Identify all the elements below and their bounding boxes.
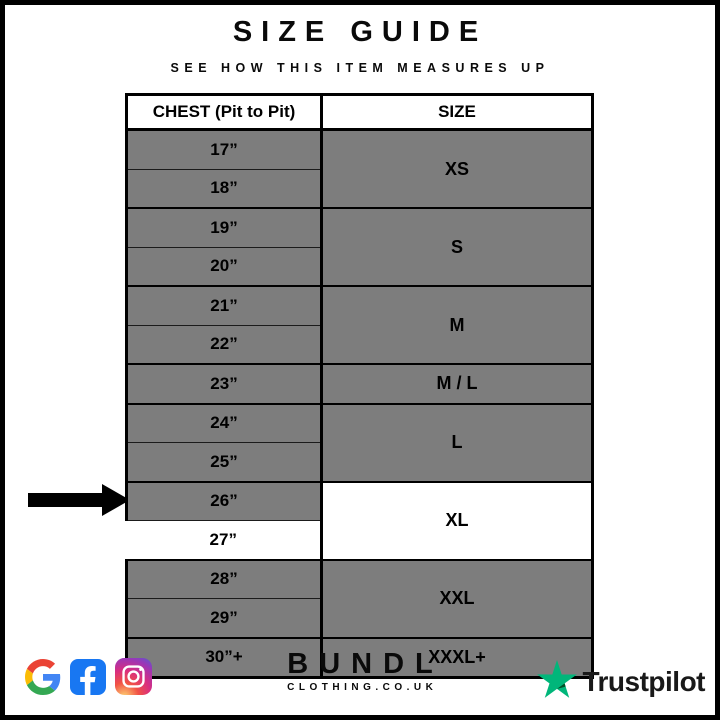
- table-row: 22”: [125, 324, 593, 364]
- chest-cell: 21”: [125, 285, 323, 325]
- size-cell: XS: [321, 128, 594, 208]
- chest-cell: 18”: [125, 168, 323, 208]
- table-row: 29”: [125, 598, 593, 638]
- table-header-row: CHEST (Pit to Pit) SIZE: [125, 93, 594, 131]
- size-cell: XL: [321, 480, 594, 560]
- chest-cell: 20”: [125, 246, 323, 286]
- trustpilot-logo: Trustpilot: [537, 660, 705, 703]
- highlight-arrow-icon: [28, 482, 130, 518]
- brand-name: BUNDL: [287, 648, 444, 680]
- table-row: 23” M / L: [125, 363, 594, 404]
- brand-logo: BUNDL CLOTHING.CO.UK: [5, 648, 715, 693]
- chest-cell: 19”: [125, 207, 323, 247]
- size-cell: M / L: [321, 363, 594, 404]
- trustpilot-label: Trustpilot: [582, 665, 705, 697]
- chest-cell: 27”: [126, 520, 323, 560]
- table-row: 25”: [125, 442, 593, 482]
- social-icons: [25, 658, 152, 695]
- chest-cell: 17”: [125, 128, 323, 169]
- chest-cell: 29”: [125, 598, 323, 638]
- table-row: 30”+ XXXL+: [125, 636, 594, 679]
- size-cell: M: [321, 285, 594, 364]
- chest-cell: 26”: [125, 480, 323, 521]
- chest-cell: 28”: [125, 558, 323, 599]
- table-row: 27”: [126, 520, 593, 560]
- table-row: 17” XS: [125, 128, 594, 208]
- table-row: 26” XL: [125, 480, 594, 560]
- size-cell: S: [321, 207, 594, 286]
- size-cell: XXL: [321, 558, 594, 638]
- instagram-icon: [115, 658, 152, 695]
- chest-cell: 23”: [125, 363, 323, 404]
- column-header-chest: CHEST (Pit to Pit): [125, 93, 323, 131]
- table-row: 19” S: [125, 207, 594, 286]
- chest-cell: 22”: [125, 324, 323, 364]
- table-row: 20”: [125, 246, 593, 286]
- table-row: 18”: [125, 168, 593, 208]
- table-row: 24” L: [125, 402, 594, 482]
- facebook-icon: [70, 658, 106, 695]
- size-cell: XXXL+: [321, 636, 594, 679]
- size-table-body: 17” XS 18” 19” S 20” 21” M 22” 23” M / L 24” L 25” 26”…: [125, 128, 594, 679]
- column-header-size: SIZE: [320, 93, 594, 131]
- chest-cell: 30”+: [125, 636, 323, 679]
- page-subtitle: SEE HOW THIS ITEM MEASURES UP: [170, 61, 550, 75]
- chest-cell: 25”: [125, 442, 323, 482]
- size-guide-table: CHEST (Pit to Pit) SIZE 17” XS 18” 19” S 20” 2…: [125, 93, 594, 679]
- chest-cell: 24”: [125, 402, 323, 443]
- trustpilot-star-icon: [537, 660, 578, 703]
- google-icon: [25, 658, 61, 695]
- size-cell: L: [321, 402, 594, 482]
- table-row: 28” XXL: [125, 558, 594, 638]
- table-row: 21” M: [125, 285, 594, 364]
- page-title: SIZE GUIDE: [232, 16, 488, 48]
- brand-subtitle: CLOTHING.CO.UK: [287, 682, 438, 693]
